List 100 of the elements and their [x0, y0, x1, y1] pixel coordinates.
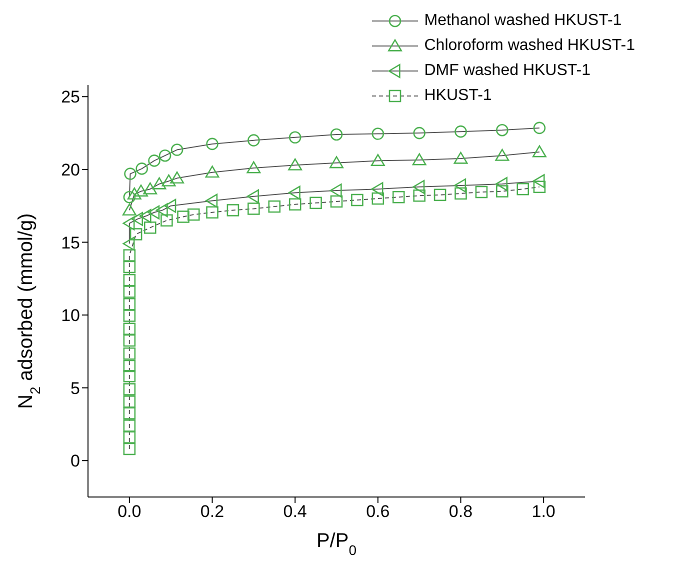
point	[123, 431, 136, 444]
y-tick-label: 15	[61, 233, 80, 252]
point	[158, 149, 172, 162]
point	[496, 185, 508, 198]
point	[131, 212, 144, 226]
point	[454, 187, 467, 200]
point	[330, 156, 344, 168]
point	[123, 322, 136, 335]
point	[371, 182, 384, 196]
x-tick-label: 0.4	[283, 502, 307, 522]
point	[136, 162, 148, 175]
legend-label: HKUST-1	[424, 87, 492, 104]
point	[123, 360, 136, 372]
x-tick-label: 1.0	[532, 502, 556, 522]
y-tick-label: 20	[61, 160, 80, 180]
point	[123, 347, 136, 360]
point	[413, 126, 426, 140]
point	[164, 198, 176, 213]
point	[454, 178, 466, 192]
point	[148, 205, 160, 220]
point	[330, 184, 342, 198]
point	[123, 407, 136, 420]
point	[532, 145, 546, 158]
point	[246, 161, 261, 174]
point	[139, 209, 152, 223]
point	[134, 184, 148, 197]
legend-label: DMF washed HKUST-1	[424, 62, 591, 79]
point	[412, 153, 426, 166]
point	[123, 334, 136, 347]
point	[288, 158, 302, 170]
point	[330, 128, 343, 141]
point	[226, 204, 240, 216]
point	[434, 188, 446, 202]
x-tick-label: 0.0	[118, 502, 142, 522]
point	[495, 177, 508, 191]
point	[413, 189, 426, 202]
point	[144, 222, 156, 234]
y-tick-label: 10	[61, 306, 80, 326]
point	[206, 138, 218, 150]
point	[123, 260, 136, 274]
x-tick-label: 0.8	[448, 502, 473, 522]
point	[372, 128, 384, 140]
point	[122, 236, 135, 251]
point	[123, 395, 136, 408]
point	[248, 134, 260, 146]
point	[177, 210, 190, 223]
point	[330, 195, 343, 208]
point	[248, 202, 260, 215]
point	[372, 192, 384, 205]
point	[475, 186, 488, 198]
point	[533, 180, 546, 194]
point	[122, 204, 136, 216]
point	[370, 154, 385, 166]
point	[246, 189, 259, 204]
point	[170, 144, 184, 156]
point	[533, 122, 546, 134]
y-tick-label: 5	[70, 378, 80, 398]
x-tick-label: 0.2	[200, 502, 224, 522]
point	[148, 154, 160, 167]
point	[288, 198, 302, 211]
point	[123, 286, 136, 298]
y-tick-label: 25	[61, 88, 80, 107]
point	[123, 370, 136, 382]
point	[123, 442, 136, 456]
point	[496, 124, 508, 136]
point	[123, 310, 136, 322]
point	[454, 152, 468, 164]
point	[495, 148, 510, 161]
point	[351, 194, 364, 206]
legend-label: Chloroform washed HKUST-1	[424, 37, 635, 54]
point	[160, 214, 173, 227]
x-axis-title: P/P$_{0}$	[316, 530, 357, 558]
point	[123, 298, 136, 310]
point	[288, 131, 302, 144]
point	[187, 208, 200, 221]
point	[268, 200, 281, 213]
point	[123, 420, 136, 432]
point	[123, 274, 136, 286]
point	[123, 190, 136, 204]
point	[123, 249, 136, 262]
point	[123, 383, 136, 396]
point	[206, 206, 218, 219]
point	[156, 203, 168, 218]
point	[170, 171, 184, 184]
point	[162, 174, 176, 186]
point	[127, 187, 142, 200]
point	[130, 228, 142, 240]
point	[516, 182, 530, 196]
point	[205, 166, 220, 178]
point	[143, 182, 158, 194]
point	[122, 216, 135, 230]
y-tick-label: 0	[70, 452, 80, 471]
point	[454, 125, 467, 138]
point	[392, 190, 405, 204]
point	[532, 174, 545, 188]
point	[206, 194, 218, 208]
point	[152, 177, 166, 190]
point	[310, 196, 322, 210]
point	[124, 168, 136, 180]
point	[288, 186, 300, 200]
